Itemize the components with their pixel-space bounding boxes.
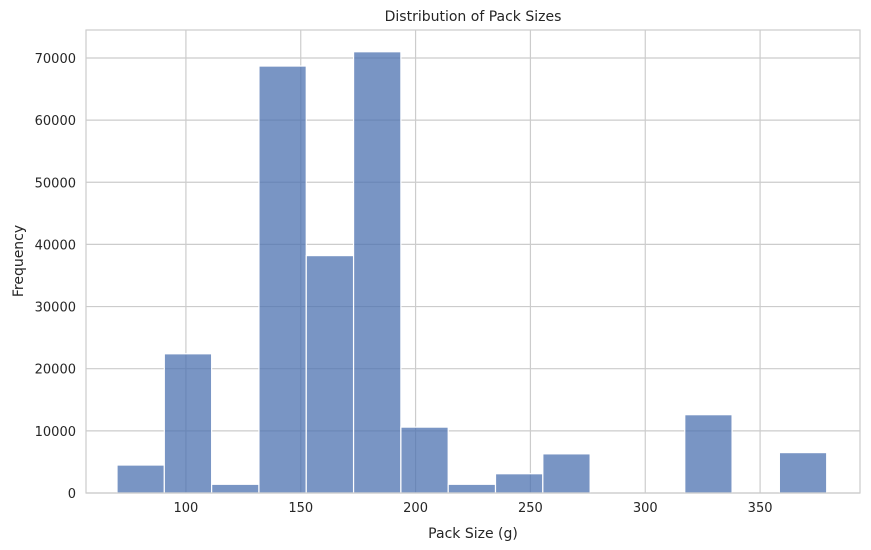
histogram-bar — [400, 426, 449, 494]
histogram-bar — [778, 452, 828, 494]
y-axis-label: Frequency — [11, 225, 27, 297]
y-tick-label: 0 — [68, 487, 76, 502]
x-tick-label: 300 — [633, 501, 658, 516]
y-tick-label: 70000 — [35, 52, 76, 67]
bars-layer — [116, 51, 828, 494]
histogram-bar — [447, 483, 497, 494]
x-tick-label: 150 — [288, 501, 313, 516]
histogram-bar — [305, 254, 355, 494]
histogram-bar — [542, 453, 591, 494]
histogram-bar — [352, 51, 402, 494]
y-tick-label: 10000 — [35, 425, 76, 440]
x-axis-label: Pack Size (g) — [428, 526, 518, 542]
y-tick-label: 20000 — [35, 363, 76, 378]
histogram-bar — [684, 414, 733, 494]
histogram-bar — [494, 473, 544, 494]
histogram-bar — [163, 353, 213, 494]
ticks-layer: 100 150 200 250 300 350 0 10000 20000 30000 40000 5… — [35, 52, 773, 516]
y-tick-label: 50000 — [35, 176, 76, 191]
histogram-bar — [116, 464, 165, 494]
y-tick-label: 40000 — [35, 238, 76, 253]
y-tick-label: 30000 — [35, 301, 76, 316]
x-tick-label: 100 — [173, 501, 198, 516]
histogram-bar — [211, 483, 260, 494]
grid-layer — [86, 30, 860, 494]
x-tick-label: 200 — [403, 501, 428, 516]
plot-frame — [85, 29, 861, 494]
histogram-bar — [258, 65, 307, 494]
x-tick-label: 350 — [748, 501, 773, 516]
x-tick-label: 250 — [518, 501, 543, 516]
y-tick-label: 60000 — [35, 114, 76, 129]
chart-title: Distribution of Pack Sizes — [385, 9, 562, 25]
